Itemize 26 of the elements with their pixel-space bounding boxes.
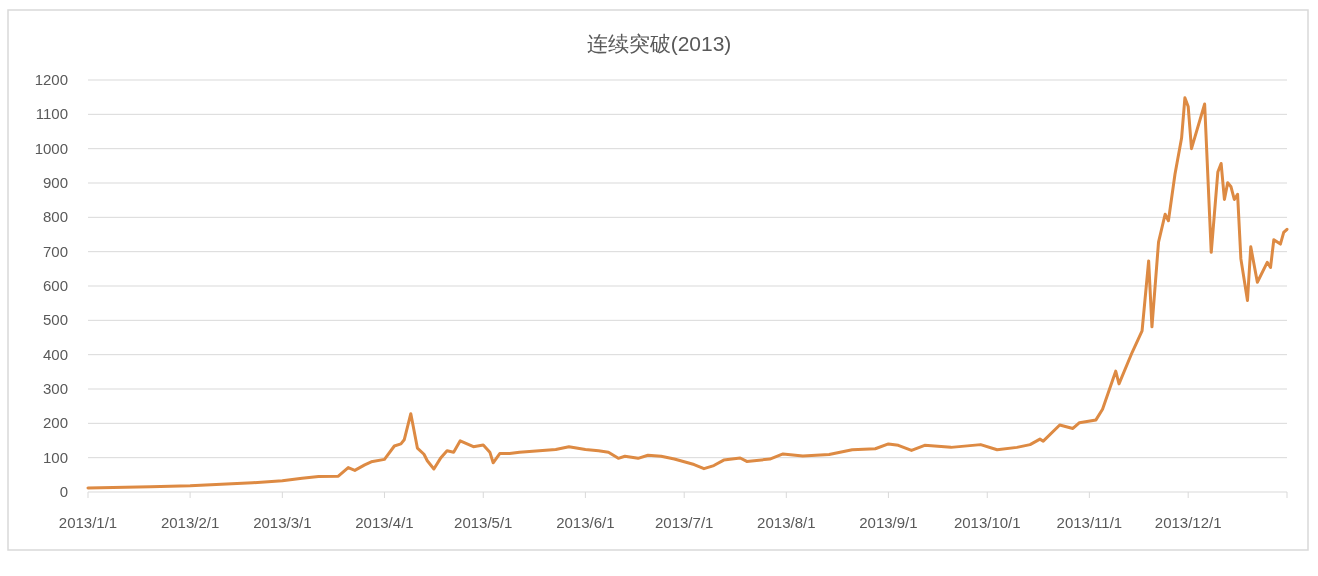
x-tick-label: 2013/1/1 bbox=[58, 514, 118, 531]
x-tick-label: 2013/5/1 bbox=[454, 514, 513, 531]
x-tick-label: 2013/7/1 bbox=[655, 514, 714, 531]
x-tick-label: 2013/9/1 bbox=[859, 514, 918, 531]
y-tick-label: 1100 bbox=[35, 105, 68, 123]
y-tick-label: 300 bbox=[42, 380, 68, 397]
title: 连续突破(2013) bbox=[586, 32, 732, 55]
y-tick-label: 800 bbox=[42, 208, 68, 226]
y-tick-label: 500 bbox=[42, 311, 68, 329]
x-tick-label: 2013/2/1 bbox=[160, 514, 220, 531]
y-tick-label: 900 bbox=[42, 174, 68, 191]
x-tick-label: 2013/4/1 bbox=[355, 514, 414, 531]
y-tick-label: 400 bbox=[42, 345, 68, 363]
x-tick-label: 2013/11/1 bbox=[1056, 514, 1123, 531]
x-tick-label: 2013/3/1 bbox=[253, 514, 312, 531]
x-tick-label: 2013/8/1 bbox=[757, 514, 816, 531]
y-tick-label: 700 bbox=[42, 242, 68, 260]
x-tick-label: 2013/12/1 bbox=[1154, 514, 1222, 531]
y-tick-label: 600 bbox=[42, 277, 68, 294]
y-tick-label: 1200 bbox=[34, 71, 68, 88]
y-tick-label: 0 bbox=[59, 483, 68, 500]
x-tick-label: 2013/10/1 bbox=[953, 514, 1021, 531]
y-tick-label: 1000 bbox=[34, 139, 68, 157]
y-tick-label: 200 bbox=[42, 414, 68, 432]
x-tick-label: 2013/6/1 bbox=[556, 514, 615, 531]
y-tick-label: 100 bbox=[42, 448, 68, 466]
